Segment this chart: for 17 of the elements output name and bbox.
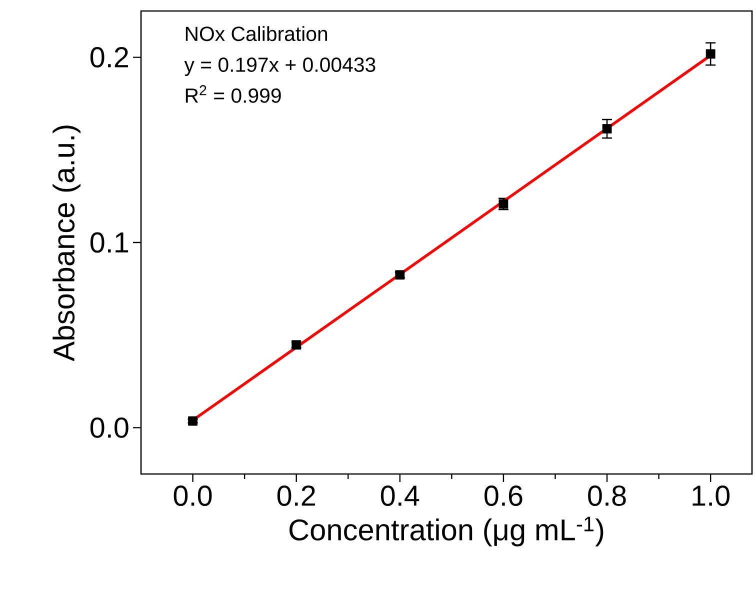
x-tick-label: 0.4 (380, 486, 420, 506)
annotation: NOx Calibration (186, 26, 328, 42)
annotation: y = 0.197x + 0.00433 (184, 58, 376, 76)
point (188, 416, 198, 426)
x-axis-title: Concentration (μg mL$^{-1}$) (289, 516, 604, 546)
y-tick-label: 0.1 (90, 232, 128, 253)
x-tick-label: 1.0 (692, 486, 730, 506)
annotation: R$^{2}$ = 0.999 (186, 85, 281, 103)
point (706, 49, 716, 59)
x-tick-label: 0.6 (484, 486, 522, 506)
x-tick-label: 0.0 (174, 486, 212, 506)
x-tick-label: 0.8 (588, 486, 626, 506)
x-tick-label: 0.2 (277, 486, 315, 506)
point (602, 124, 612, 134)
y-tick-label: 0.2 (90, 47, 128, 68)
y-tick-label: 0.0 (90, 417, 128, 438)
y-axis-title: Absorbance (a.u.) (52, 126, 80, 362)
